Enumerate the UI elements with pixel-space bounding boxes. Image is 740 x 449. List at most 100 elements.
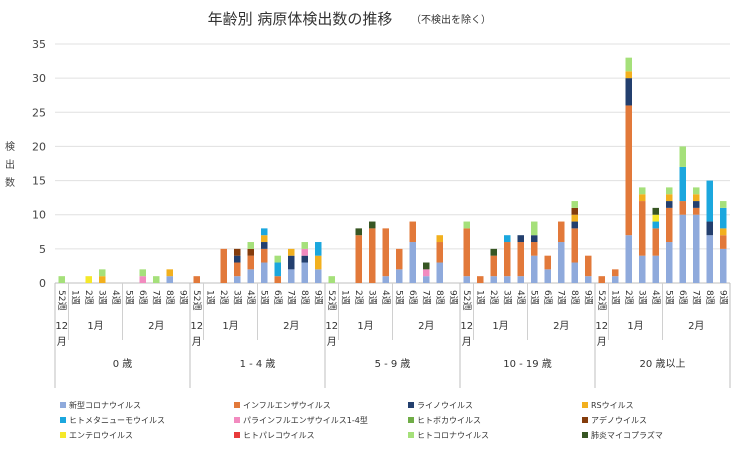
- y-axis-label: 検出数: [5, 140, 15, 189]
- bar-segment-新型コロナウイルス: [558, 242, 565, 283]
- bar-segment-ライノウイルス: [301, 255, 308, 263]
- bar-segment-RSウイルス: [436, 235, 443, 243]
- bar-segment-ライノウイルス: [706, 221, 713, 236]
- month-label-dec-suffix: 月: [327, 336, 337, 348]
- week-label: 52週: [191, 290, 202, 310]
- legend-swatch: [234, 417, 240, 423]
- bar-segment-ヒトコロナウイルス: [139, 269, 146, 277]
- week-label: 8週: [704, 290, 715, 305]
- week-label: 3週: [96, 290, 107, 305]
- legend-swatch: [60, 417, 66, 423]
- bar-segment-インフルエンザウイルス: [720, 235, 727, 249]
- bar-segment-インフルエンザウイルス: [193, 276, 200, 283]
- bar-segment-ヒトメタニューモウイルス: [652, 221, 659, 229]
- legend-swatch: [408, 432, 414, 438]
- legend-label: パラインフルエンザウイルス1-4型: [243, 416, 368, 425]
- month-label-dec: 12: [460, 321, 473, 332]
- week-label: 7週: [555, 290, 566, 305]
- month-label-dec-suffix: 月: [597, 336, 607, 348]
- bar-segment-ヒトコロナウイルス: [328, 276, 335, 283]
- legend-label: RSウイルス: [591, 401, 634, 410]
- legend-item: 肺炎マイコプラズマ: [582, 430, 663, 440]
- bar-segment-新型コロナウイルス: [531, 255, 538, 283]
- bar-segment-新型コロナウイルス: [463, 276, 470, 283]
- bar-segment-新型コロナウイルス: [409, 242, 416, 283]
- bar-segment-ライノウイルス: [531, 235, 538, 243]
- bars: [58, 57, 727, 283]
- week-label: 52週: [461, 290, 472, 310]
- week-label: 5週: [393, 290, 404, 305]
- bar-segment-ライノウイルス: [625, 78, 632, 106]
- y-tick-label: 35: [32, 38, 46, 51]
- week-label: 4週: [110, 290, 121, 305]
- month-label-dec: 12: [595, 321, 608, 332]
- bar-segment-新型コロナウイルス: [504, 276, 511, 283]
- bar-segment-インフルエンザウイルス: [571, 228, 578, 263]
- bar-segment-新型コロナウイルス: [679, 214, 686, 283]
- legend-swatch: [408, 402, 414, 408]
- bar-segment-ヒトコロナウイルス: [639, 187, 646, 195]
- y-tick-label: 30: [32, 72, 46, 85]
- bar-segment-インフルエンザウイルス: [490, 255, 497, 277]
- week-label: 3週: [501, 290, 512, 305]
- legend-item: ヒトボカウイルス: [408, 416, 481, 425]
- bar-segment-RSウイルス: [720, 228, 727, 236]
- bar-segment-インフルエンザウイルス: [247, 255, 254, 270]
- bar-segment-ヒトメタニューモウイルス: [315, 242, 322, 256]
- chart-subtitle: （不検出を除く）: [411, 13, 491, 26]
- bar-segment-RSウイルス: [166, 269, 173, 277]
- age-group-label: 1 - 4 歳: [240, 358, 276, 370]
- legend-label: ヒトコロナウイルス: [417, 431, 489, 440]
- bar-segment-RSウイルス: [315, 255, 322, 270]
- y-tick-label: 15: [32, 175, 46, 188]
- month-label-dec-suffix: 月: [462, 336, 472, 348]
- bar-segment-新型コロナウイルス: [625, 235, 632, 283]
- bar-segment-インフルエンザウイルス: [382, 228, 389, 277]
- week-label: 8週: [299, 290, 310, 305]
- bar-segment-ヒトコロナウイルス: [247, 242, 254, 249]
- month-label-dec-suffix: 月: [57, 336, 67, 348]
- bar-segment-ライノウイルス: [517, 235, 524, 243]
- bar-segment-新型コロナウイルス: [301, 262, 308, 283]
- week-label: 3週: [636, 290, 647, 305]
- legend-label: アデノウイルス: [591, 415, 647, 425]
- week-label: 4週: [245, 290, 256, 305]
- month-label-jan: 1月: [222, 320, 238, 332]
- week-label: 9週: [447, 290, 458, 305]
- bar-segment-インフルエンザウイルス: [504, 242, 511, 277]
- week-label: 1週: [339, 290, 350, 305]
- bar-segment-インフルエンザウイルス: [544, 255, 551, 270]
- bar-segment-ヒトメタニューモウイルス: [504, 235, 511, 243]
- bar-segment-パラインフルエンザウイルス1-4型: [139, 276, 146, 283]
- bar-segment-パラインフルエンザウイルス1-4型: [301, 248, 308, 256]
- bar-segment-パラインフルエンザウイルス1-4型: [423, 269, 430, 277]
- y-tick-label: 0: [39, 277, 46, 290]
- bar-segment-エンテロウイルス: [85, 276, 92, 283]
- y-tick-label: 5: [39, 243, 46, 256]
- bar-segment-インフルエンザウイルス: [436, 242, 443, 263]
- legend-label: ヒトパレコウイルス: [243, 431, 315, 440]
- bar-segment-インフルエンザウイルス: [531, 242, 538, 256]
- bar-segment-ヒトコロナウイルス: [625, 57, 632, 72]
- legend-swatch: [60, 432, 66, 438]
- month-label-feb: 2月: [418, 320, 434, 332]
- legend-item: ライノウイルス: [408, 401, 473, 410]
- bar-segment-インフルエンザウイルス: [234, 262, 241, 277]
- bar-segment-新型コロナウイルス: [288, 269, 295, 283]
- bar-segment-新型コロナウイルス: [666, 242, 673, 283]
- month-label-dec: 12: [55, 321, 68, 332]
- age-group-label: 0 歳: [113, 358, 133, 370]
- month-label-jan: 1月: [492, 320, 508, 332]
- week-label: 3週: [366, 290, 377, 305]
- bar-segment-ライノウイルス: [288, 255, 295, 270]
- week-label: 52週: [596, 290, 607, 310]
- legend-label: ライノウイルス: [417, 401, 473, 410]
- legend-swatch: [582, 402, 588, 408]
- bar-segment-ヒトコロナウイルス: [463, 221, 470, 229]
- bar-segment-ヒトメタニューモウイルス: [679, 166, 686, 202]
- legend-item: アデノウイルス: [582, 415, 647, 425]
- week-label: 52週: [326, 290, 337, 310]
- bar-segment-新型コロナウイルス: [585, 276, 592, 283]
- month-label-feb: 2月: [688, 320, 704, 332]
